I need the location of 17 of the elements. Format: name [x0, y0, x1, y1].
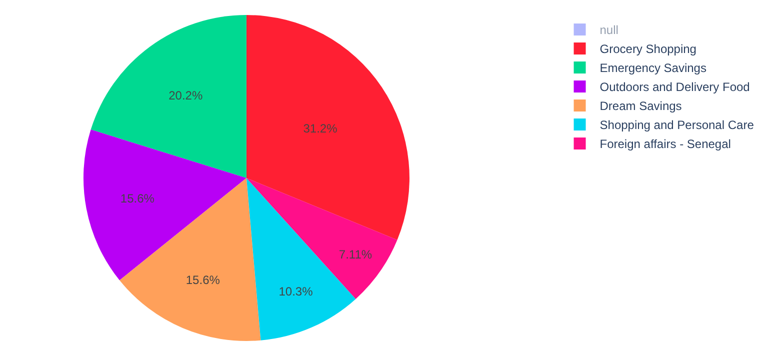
data-label: 31.2% — [303, 121, 338, 136]
data-label: 15.6% — [186, 272, 220, 287]
legend-label: Foreign affairs - Senegal — [600, 137, 731, 152]
legend-label: null — [600, 23, 618, 38]
pie-slice — [90, 15, 246, 178]
legend-label: Emergency Savings — [600, 61, 706, 76]
data-label: 20.2% — [168, 88, 203, 103]
pie-slice — [120, 178, 261, 341]
legend-label: Grocery Shopping — [600, 42, 696, 56]
legend-label: Outdoors and Delivery Food — [600, 80, 750, 94]
legend-label: Shopping and Personal Care — [600, 118, 754, 132]
legend-label: Dream Savings — [600, 99, 682, 114]
data-label: 15.6% — [120, 192, 155, 206]
pie-slice — [246, 15, 410, 240]
data-label: 10.3% — [278, 284, 314, 298]
pie-slice — [246, 178, 398, 299]
data-label: 7.11% — [338, 248, 372, 262]
